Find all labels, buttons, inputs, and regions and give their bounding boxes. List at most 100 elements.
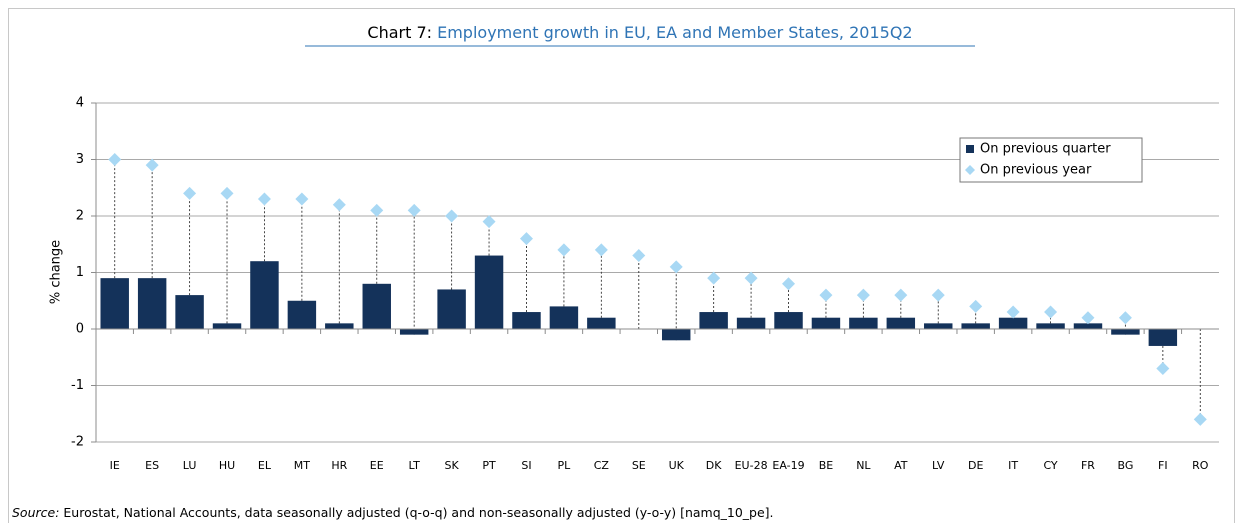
bar bbox=[587, 317, 616, 329]
diamond-marker bbox=[1081, 311, 1095, 325]
y-tick-label: 1 bbox=[76, 265, 84, 280]
chart-number: Chart 7: bbox=[367, 23, 432, 42]
bar bbox=[1036, 323, 1065, 329]
legend-swatch bbox=[965, 165, 975, 175]
source-label: Source: bbox=[12, 505, 59, 520]
x-tick-label: CZ bbox=[594, 459, 610, 472]
legend-label: On previous year bbox=[980, 163, 1092, 178]
bar bbox=[250, 261, 279, 329]
diamond-marker bbox=[669, 260, 683, 274]
bar bbox=[175, 295, 204, 329]
x-tick-label: SE bbox=[632, 459, 646, 472]
y-tick-label: 2 bbox=[76, 209, 84, 224]
bar bbox=[1148, 329, 1178, 346]
x-tick-label: HR bbox=[331, 459, 347, 472]
diamond-marker bbox=[370, 203, 384, 217]
diamond-marker bbox=[931, 288, 945, 302]
y-tick-label: 4 bbox=[76, 96, 84, 111]
diamond-marker bbox=[856, 288, 870, 302]
chart-heading: Chart 7: Employment growth in EU, EA and… bbox=[367, 23, 912, 42]
bar bbox=[100, 278, 129, 329]
y-tick-label: -1 bbox=[71, 378, 84, 393]
diamond-marker bbox=[295, 192, 309, 206]
diamond-marker bbox=[819, 288, 833, 302]
bar bbox=[1111, 329, 1140, 335]
bar bbox=[811, 317, 841, 329]
diamond-marker bbox=[407, 203, 421, 217]
diamond-marker bbox=[145, 158, 159, 172]
x-tick-label: RO bbox=[1192, 459, 1209, 472]
bar bbox=[399, 329, 429, 335]
x-tick-label: FR bbox=[1081, 459, 1095, 472]
diamond-marker bbox=[782, 277, 796, 291]
diamond-marker bbox=[519, 232, 533, 246]
bar bbox=[998, 317, 1028, 329]
bar bbox=[362, 283, 391, 329]
y-tick-label: 3 bbox=[76, 152, 84, 167]
x-tick-label: DE bbox=[968, 459, 983, 472]
bar bbox=[549, 306, 579, 329]
diamond-marker bbox=[220, 186, 234, 200]
x-tick-label: EU-28 bbox=[735, 459, 768, 472]
legend-label: On previous quarter bbox=[980, 142, 1111, 157]
diamond-marker bbox=[183, 186, 197, 200]
legend-box bbox=[959, 137, 1143, 183]
x-tick-label: BG bbox=[1117, 459, 1133, 472]
legend-swatch bbox=[966, 145, 974, 153]
source-note: Source: Eurostat, National Accounts, dat… bbox=[12, 505, 774, 520]
diamond-marker bbox=[445, 209, 459, 223]
x-tick-label: AT bbox=[894, 459, 908, 472]
x-tick-label: EA-19 bbox=[772, 459, 804, 472]
bar bbox=[512, 312, 541, 329]
bar bbox=[699, 312, 728, 329]
diamond-marker bbox=[332, 198, 346, 212]
x-tick-label: SI bbox=[521, 459, 531, 472]
diamond-marker bbox=[1193, 412, 1207, 426]
bar bbox=[924, 323, 953, 329]
x-tick-label: MT bbox=[294, 459, 310, 472]
x-tick-label: EE bbox=[370, 459, 384, 472]
diamond-marker bbox=[969, 299, 983, 313]
x-tick-label: LU bbox=[183, 459, 197, 472]
bar bbox=[886, 317, 916, 329]
x-tick-label: EL bbox=[258, 459, 272, 472]
x-tick-label: UK bbox=[669, 459, 685, 472]
x-tick-label: PL bbox=[558, 459, 572, 472]
chart-title: Employment growth in EU, EA and Member S… bbox=[437, 23, 912, 42]
bar bbox=[212, 323, 242, 329]
frame bbox=[8, 8, 1235, 523]
x-tick-label: IE bbox=[110, 459, 120, 472]
y-tick-label: 0 bbox=[76, 322, 84, 337]
bar bbox=[849, 317, 878, 329]
diamond-marker bbox=[557, 243, 571, 257]
x-tick-label: LT bbox=[409, 459, 421, 472]
diamond-marker bbox=[744, 271, 758, 285]
diamond-marker bbox=[1118, 311, 1132, 325]
diamond-marker bbox=[1156, 362, 1170, 376]
source-text: Eurostat, National Accounts, data season… bbox=[63, 505, 773, 520]
x-tick-label: PT bbox=[482, 459, 496, 472]
diamond-marker bbox=[594, 243, 608, 257]
diamond-marker bbox=[257, 192, 271, 206]
x-tick-label: SK bbox=[445, 459, 460, 472]
bar bbox=[137, 278, 167, 329]
x-tick-label: BE bbox=[819, 459, 834, 472]
x-tick-label: LV bbox=[932, 459, 945, 472]
x-tick-label: HU bbox=[219, 459, 235, 472]
bar bbox=[774, 312, 803, 329]
diamond-marker bbox=[108, 153, 122, 166]
x-tick-label: FI bbox=[1158, 459, 1168, 472]
bar bbox=[736, 317, 766, 329]
bar bbox=[437, 289, 466, 329]
diamond-marker bbox=[482, 215, 496, 229]
x-tick-label: CY bbox=[1043, 459, 1057, 472]
y-axis-label: % change bbox=[49, 240, 64, 304]
x-tick-label: NL bbox=[856, 459, 871, 472]
x-tick-label: ES bbox=[145, 459, 159, 472]
bar bbox=[1073, 323, 1103, 329]
bar bbox=[287, 300, 317, 329]
bar bbox=[661, 329, 691, 341]
diamond-marker bbox=[1006, 305, 1020, 319]
x-tick-label: DK bbox=[706, 459, 722, 472]
